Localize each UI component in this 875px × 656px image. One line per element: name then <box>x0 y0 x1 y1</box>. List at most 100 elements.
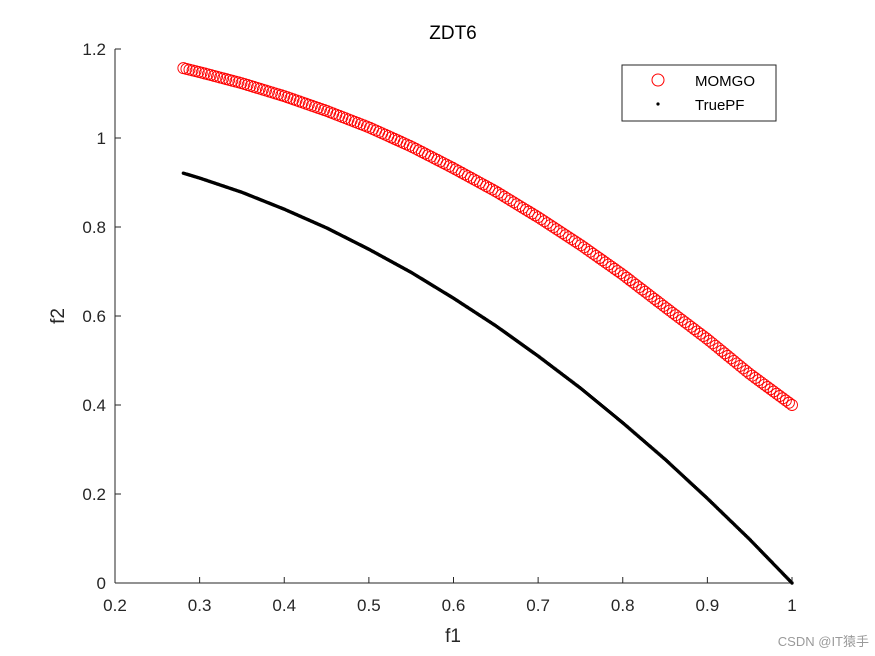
plot-area <box>177 62 798 585</box>
data-point-momgo <box>685 320 698 333</box>
chart-title: ZDT6 <box>429 23 477 44</box>
data-point-momgo <box>575 239 587 252</box>
data-point-momgo <box>529 209 542 222</box>
data-point-momgo <box>786 399 798 411</box>
data-point-momgo <box>519 203 532 216</box>
data-point-momgo <box>663 304 676 317</box>
data-point-momgo <box>428 152 441 165</box>
data-point-momgo <box>648 292 661 305</box>
data-point-momgo <box>501 192 514 205</box>
data-point-momgo <box>507 196 520 209</box>
data-point-momgo <box>446 161 459 174</box>
data-point-momgo <box>562 231 575 244</box>
data-point-momgo <box>639 285 652 298</box>
data-point-momgo <box>700 332 713 345</box>
x-tick-label: 0.7 <box>526 596 550 615</box>
data-point-momgo <box>697 330 710 343</box>
data-point-momgo <box>425 150 438 163</box>
legend-marker-momgo <box>651 73 665 87</box>
data-point-momgo <box>504 194 517 207</box>
data-point-truepf <box>790 581 794 585</box>
data-point-momgo <box>746 369 759 382</box>
data-point-momgo <box>666 306 679 319</box>
y-axis-label: f2 <box>48 308 69 324</box>
y-tick-label: 0.8 <box>82 218 106 237</box>
data-point-momgo <box>764 383 777 396</box>
data-point-momgo <box>510 198 523 211</box>
data-point-momgo <box>660 302 673 315</box>
data-point-momgo <box>688 323 701 336</box>
data-point-momgo <box>782 396 795 409</box>
x-tick-label: 0.2 <box>103 596 127 615</box>
data-point-momgo <box>623 274 636 287</box>
data-point-momgo <box>440 158 453 171</box>
data-point-momgo <box>630 278 642 291</box>
data-point-momgo <box>758 378 771 391</box>
data-point-momgo <box>776 392 789 405</box>
data-point-momgo <box>611 265 624 277</box>
data-point-momgo <box>409 142 422 155</box>
data-point-momgo <box>581 243 594 256</box>
data-point-momgo <box>578 241 590 254</box>
data-point-momgo <box>627 276 639 289</box>
data-point-momgo <box>516 201 529 214</box>
x-tick-label: 1 <box>787 596 796 615</box>
data-point-momgo <box>593 252 606 265</box>
data-point-momgo <box>596 254 609 267</box>
data-point-momgo <box>691 325 704 338</box>
y-tick-label: 0.2 <box>82 485 106 504</box>
data-point-momgo <box>651 295 664 308</box>
axes: 0.2 0.3 0.4 0.5 0.6 0.7 0.8 0.9 1 0 0.2 0.4 0.6 0.8 1 1… <box>82 40 796 615</box>
data-point-momgo <box>419 147 431 160</box>
data-point-momgo <box>779 394 792 407</box>
data-point-momgo <box>682 318 694 331</box>
data-point-momgo <box>526 207 538 220</box>
data-point-momgo <box>755 376 768 389</box>
y-tick-label: 0.4 <box>82 396 106 415</box>
data-point-momgo <box>633 281 646 294</box>
data-point-momgo <box>679 316 691 329</box>
data-point-momgo <box>449 163 462 176</box>
y-tick-label: 1.2 <box>82 40 106 59</box>
data-point-momgo <box>480 180 493 193</box>
data-point-momgo <box>532 211 545 224</box>
data-point-momgo <box>743 367 756 380</box>
data-point-momgo <box>406 141 419 154</box>
watermark-text: CSDN @IT猿手 <box>777 634 869 649</box>
data-point-momgo <box>455 166 468 179</box>
data-point-momgo <box>636 283 649 296</box>
data-point-momgo <box>672 311 685 324</box>
x-tick-label: 0.8 <box>611 596 635 615</box>
series-momgo <box>177 62 798 411</box>
data-point-momgo <box>553 225 566 238</box>
x-axis-label: f1 <box>445 626 461 647</box>
data-point-momgo <box>434 155 447 168</box>
data-point-momgo <box>523 205 535 218</box>
legend: MOMGO TruePF <box>621 64 777 122</box>
data-point-momgo <box>412 144 425 157</box>
data-point-momgo <box>471 175 483 188</box>
y-tick-label: 1 <box>97 129 106 148</box>
data-point-momgo <box>467 173 480 186</box>
legend-box <box>621 64 777 122</box>
data-point-momgo <box>477 178 490 191</box>
series-truepf <box>181 171 794 585</box>
data-point-momgo <box>645 290 658 303</box>
data-point-momgo <box>614 267 627 280</box>
data-point-momgo <box>538 215 551 228</box>
data-point-momgo <box>461 170 474 183</box>
data-point-momgo <box>498 190 511 203</box>
data-point-momgo <box>654 297 667 310</box>
legend-label-truepf: TruePF <box>695 97 744 114</box>
data-point-momgo <box>565 233 578 246</box>
data-point-momgo <box>773 390 786 402</box>
data-point-momgo <box>535 213 548 226</box>
data-point-momgo <box>571 237 584 250</box>
data-point-momgo <box>452 165 465 178</box>
data-point-momgo <box>568 235 581 248</box>
data-point-momgo <box>752 374 765 387</box>
data-point-momgo <box>602 258 615 271</box>
data-point-momgo <box>431 153 444 166</box>
data-point-momgo <box>415 146 428 158</box>
data-point-momgo <box>617 269 630 282</box>
